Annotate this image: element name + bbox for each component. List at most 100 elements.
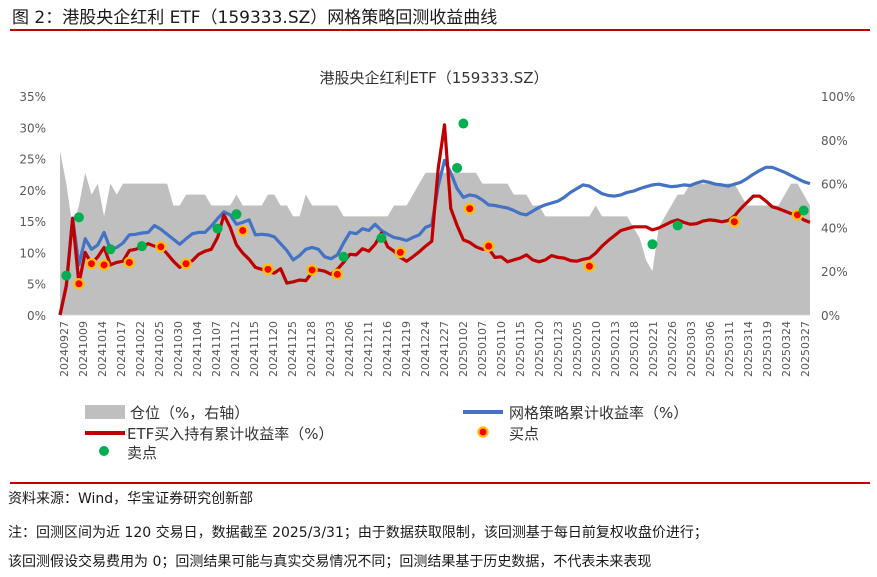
position-area-series — [60, 150, 810, 315]
x-axis-tick-label: 20250123 — [552, 321, 565, 377]
x-axis-tick-label: 20250218 — [628, 321, 641, 377]
x-axis-tick-label: 20241104 — [191, 321, 204, 377]
buy-point — [331, 268, 344, 281]
x-axis-tick-label: 20241125 — [286, 321, 299, 377]
bottom-red-rule — [10, 482, 870, 484]
right-axis-tick-label: 100% — [821, 90, 855, 104]
x-axis-tick-label: 20250319 — [761, 321, 774, 377]
legend-label-position: 仓位（%，右轴） — [130, 404, 249, 422]
x-axis-tick-label: 20241014 — [96, 321, 109, 377]
left-axis-tick-label: 5% — [27, 278, 46, 292]
right-axis-tick-label: 80% — [821, 134, 848, 148]
chart-svg: 港股央企红利ETF（159333.SZ） 0% 5% 10% 15% 20% 25% 30% 3… — [19, 69, 855, 462]
left-axis-tick-label: 35% — [19, 90, 46, 104]
x-axis-tick-label: 20241107 — [210, 321, 223, 377]
sell-point — [452, 162, 463, 173]
legend-swatch-buy — [477, 426, 489, 438]
sell-point — [136, 241, 147, 252]
x-axis-tick-label: 20241025 — [153, 321, 166, 377]
right-axis-tick-label: 60% — [821, 178, 848, 192]
x-axis-tick-label: 20250213 — [609, 321, 622, 377]
x-axis-tick-label: 20241022 — [134, 321, 147, 377]
right-axis-tick-label: 0% — [821, 309, 840, 323]
buy-point — [180, 257, 192, 270]
left-axis-tick-label: 10% — [19, 246, 46, 260]
sell-point — [647, 239, 658, 250]
x-axis-tick-label: 20250107 — [476, 321, 489, 377]
left-axis-tick-label: 25% — [19, 153, 46, 167]
buy-point — [85, 257, 98, 270]
buy-point — [463, 202, 476, 215]
buy-point — [583, 260, 596, 272]
x-axis-tick-label: 20250102 — [457, 321, 470, 377]
x-axis-tick-label: 20241030 — [172, 321, 185, 377]
x-axis-tick-label: 20250311 — [723, 321, 736, 377]
left-axis-tick-label: 20% — [19, 184, 46, 198]
buy-point — [237, 224, 249, 237]
sell-point — [105, 244, 116, 255]
x-axis-tick-label: 20241219 — [400, 321, 413, 377]
x-axis-tick-label: 20250115 — [514, 321, 527, 377]
x-axis-tick-label: 20250303 — [685, 321, 698, 377]
legend-swatch-sell — [99, 446, 109, 456]
top-red-rule — [10, 29, 870, 31]
x-axis-tick-label: 20250210 — [590, 321, 603, 377]
sell-point — [798, 205, 809, 216]
sell-point — [338, 251, 349, 262]
figure-title: 图 2：港股央企红利 ETF（159333.SZ）网格策略回测收益曲线 — [12, 8, 498, 28]
x-axis-tick-label: 20250120 — [533, 321, 546, 377]
sell-point — [212, 223, 223, 234]
x-axis-tick-label: 20241203 — [324, 321, 337, 377]
buy-point — [394, 246, 407, 259]
x-axis-tick-label: 20250221 — [647, 321, 660, 377]
buy-point — [98, 259, 110, 271]
x-axis-tick-label: 20250324 — [780, 321, 793, 377]
x-axis-tick-label: 20241120 — [267, 321, 280, 377]
buy-point — [123, 256, 136, 269]
legend-label-sell: 卖点 — [127, 444, 157, 462]
buy-point — [262, 263, 274, 276]
buy-point — [728, 216, 741, 228]
x-axis-tick-label: 20241128 — [305, 321, 318, 377]
sell-point — [231, 209, 242, 220]
chart-title: 港股央企红利ETF（159333.SZ） — [319, 69, 548, 87]
sell-point — [458, 118, 469, 129]
x-axis-tick-label: 20241206 — [343, 321, 356, 377]
left-axis-tick-label: 30% — [19, 121, 46, 135]
x-axis-tick-label: 20241112 — [229, 321, 242, 377]
buy-point — [155, 241, 167, 253]
buy-point — [482, 240, 495, 252]
sell-point — [672, 220, 683, 231]
buy-point — [306, 264, 318, 276]
note-line-2: 该回测假设交易费用为 0；回测结果可能与真实交易情况不同；回测结果基于历史数据，… — [8, 554, 652, 570]
x-axis-tick-label: 20250314 — [742, 321, 755, 377]
x-axis-tick-label: 20241211 — [362, 321, 375, 377]
legend-label-grid-line: 网格策略累计收益率（%） — [509, 404, 688, 422]
x-axis-tick-label: 20241009 — [77, 321, 90, 377]
legend-label-buy: 买点 — [509, 425, 539, 443]
buy-point — [73, 278, 85, 290]
x-axis-tick-label: 20241017 — [115, 321, 128, 377]
x-axis-tick-label: 20250226 — [666, 321, 679, 377]
x-axis-tick-label: 20241216 — [381, 321, 394, 377]
left-axis-tick-label: 0% — [27, 309, 46, 323]
x-axis-tick-label: 20241224 — [419, 321, 432, 377]
right-axis-tick-label: 20% — [821, 265, 848, 279]
sell-point — [73, 212, 84, 223]
legend-swatch-position — [85, 405, 125, 419]
left-axis-tick-label: 15% — [19, 215, 46, 229]
x-axis-tick-label: 20240927 — [58, 321, 71, 377]
sell-point — [61, 270, 72, 281]
x-axis-tick-label: 20250327 — [799, 321, 812, 377]
x-axis-tick-label: 20250306 — [704, 321, 717, 377]
x-axis-tick-label: 20241115 — [248, 321, 261, 377]
source-line: 资料来源：Wind，华宝证券研究创新部 — [8, 491, 254, 507]
legend-label-etf-line: ETF买入持有累计收益率（%） — [127, 425, 334, 443]
chart-container: 港股央企红利ETF（159333.SZ） 0% 5% 10% 15% 20% 25% 30% 3… — [0, 33, 877, 481]
x-axis-tick-label: 20241227 — [438, 321, 451, 377]
sell-point — [376, 233, 387, 244]
x-axis-tick-label: 20250205 — [571, 321, 584, 377]
note-line-1: 注：回测区间为近 120 交易日，数据截至 2025/3/31；由于数据获取限制… — [8, 525, 708, 541]
right-axis-tick-label: 40% — [821, 221, 848, 235]
x-axis-tick-label: 20250110 — [495, 321, 508, 377]
